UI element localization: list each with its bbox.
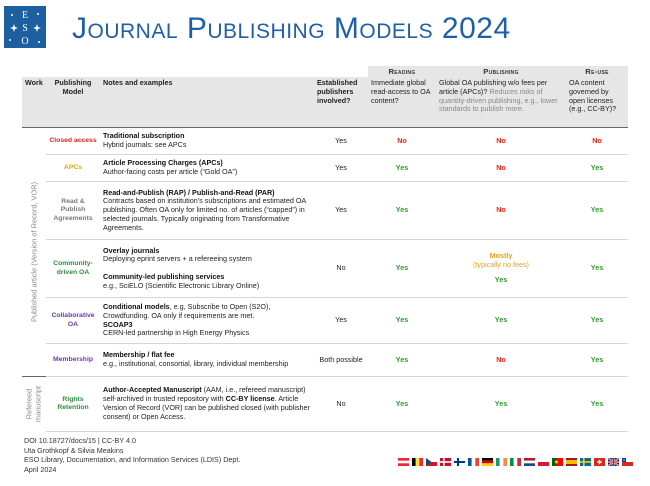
date: April 2024 [24,464,57,474]
publishing-value: Yes [436,376,566,432]
header-established: Established publishers involved? [314,77,368,128]
reading-value: Yes [368,181,436,240]
finland-flag-icon [454,458,465,466]
reading-value: Yes [368,154,436,182]
reuse-value: Yes [566,154,628,182]
reuse-value: Yes [566,181,628,240]
notes-cell: Read-and-Publish (RAP) / Publish-and-Rea… [100,181,314,240]
header-reuse: OA content governed by open licenses (e.… [566,77,628,128]
netherlands-flag-icon [524,458,535,466]
svg-text:E: E [22,10,28,21]
publishing-value: Yes [436,297,566,344]
notes-cell: Author-Accepted Manuscript (AAM, i.e., r… [100,376,314,432]
france-flag-icon [468,458,479,466]
denmark-flag-icon [440,458,451,466]
established-value: Yes [314,297,368,344]
established-value: No [314,239,368,298]
reuse-value: Yes [566,376,628,432]
notes-cell: Article Processing Charges (APCs) Author-… [100,154,314,182]
reuse-value: Yes [566,343,628,377]
work-label-refereed: Refereed manuscript [22,376,46,432]
established-value: Yes [314,154,368,182]
model-membership: Membership [46,343,100,377]
notes-cell: Membership / flat fee e.g., institutional… [100,343,314,377]
italy-flag-icon [510,458,521,466]
header-work: Work [22,77,46,128]
reading-value: Yes [368,376,436,432]
eso-logo: E S O [4,6,46,48]
table-row: Read & Publish Agreements Read-and-Publi… [22,181,628,240]
reading-value: Yes [368,343,436,377]
switzerland-flag-icon [594,458,605,466]
notes-cell: Overlay journals Deploying eprint servers… [100,239,314,298]
header-notes: Notes and examples [100,77,314,128]
table-row: Community-driven OA Overlay journals Depl… [22,239,628,298]
header-model: Publishing Model [46,77,100,128]
group-publishing: Publishing [436,66,566,77]
publishing-value: No [436,154,566,182]
publishing-value: Mostly (typically no fees) Yes [436,239,566,298]
doi-license: DOI 10.18727/docs/15 | CC-BY 4.0 [24,436,137,445]
belgium-flag-icon [412,458,423,466]
poland-flag-icon [538,458,549,466]
reuse-value: Yes [566,297,628,344]
models-table: Reading Publishing Re-use Work Publishin… [22,66,628,434]
established-value: Both possible [314,343,368,377]
model-rights-retention: Rights Retention [46,376,100,432]
member-flags [398,458,633,467]
publishing-value: No [436,127,566,155]
page-title: Journal Publishing Models 2024 [72,12,511,45]
germany-flag-icon [482,458,493,466]
reuse-value: Yes [566,239,628,298]
ireland-flag-icon [496,458,507,466]
established-value: Yes [314,181,368,240]
portugal-flag-icon [552,458,563,466]
established-value: Yes [314,127,368,155]
authors: Uta Grothkopf & Silvia Meakins [24,445,124,455]
svg-text:O: O [21,36,28,47]
notes-cell: Conditional models, e.g, Subscribe to Op… [100,297,314,344]
department: ESO Library, Documentation, and Informat… [24,455,241,464]
model-collaborative: Collaborative OA [46,297,100,344]
footer: DOI 10.18727/docs/15 | CC-BY 4.0 Uta Gro… [24,436,240,474]
spain-flag-icon [566,458,577,466]
publishing-value: No [436,181,566,240]
group-reading: Reading [368,66,436,77]
reading-value: Yes [368,239,436,298]
established-value: No [314,376,368,432]
table-row: Collaborative OA Conditional models, e.g… [22,297,628,344]
group-reuse: Re-use [566,66,628,77]
publishing-value: No [436,343,566,377]
model-closed-access: Closed access [46,127,100,155]
austria-flag-icon [398,458,409,466]
table-row: Membership Membership / flat fee e.g., in… [22,343,628,377]
work-label-published: Published article (Version of Record, VO… [29,181,39,323]
sweden-flag-icon [580,458,591,466]
reuse-value: No [566,127,628,155]
svg-text:S: S [22,23,28,34]
model-apcs: APCs [46,154,100,182]
table-row: Refereed manuscript Rights Retention Aut… [22,376,628,432]
notes-cell: Traditional subscription Hybrid journals:… [100,127,314,155]
chile-flag-icon [622,458,633,466]
czechia-flag-icon [426,458,437,466]
table-row: APCs Article Processing Charges (APCs) Au… [22,154,628,182]
reading-value: Yes [368,297,436,344]
model-read-publish: Read & Publish Agreements [46,181,100,240]
reading-value: No [368,127,436,155]
table-row: Published article (Version of Record, VO… [22,127,628,322]
header-reading: Immediate global read-access to OA conte… [368,77,436,128]
uk-flag-icon [608,458,619,466]
model-community-driven: Community-driven OA [46,239,100,298]
header-publishing: Global OA publishing w/o fees per articl… [436,77,566,128]
